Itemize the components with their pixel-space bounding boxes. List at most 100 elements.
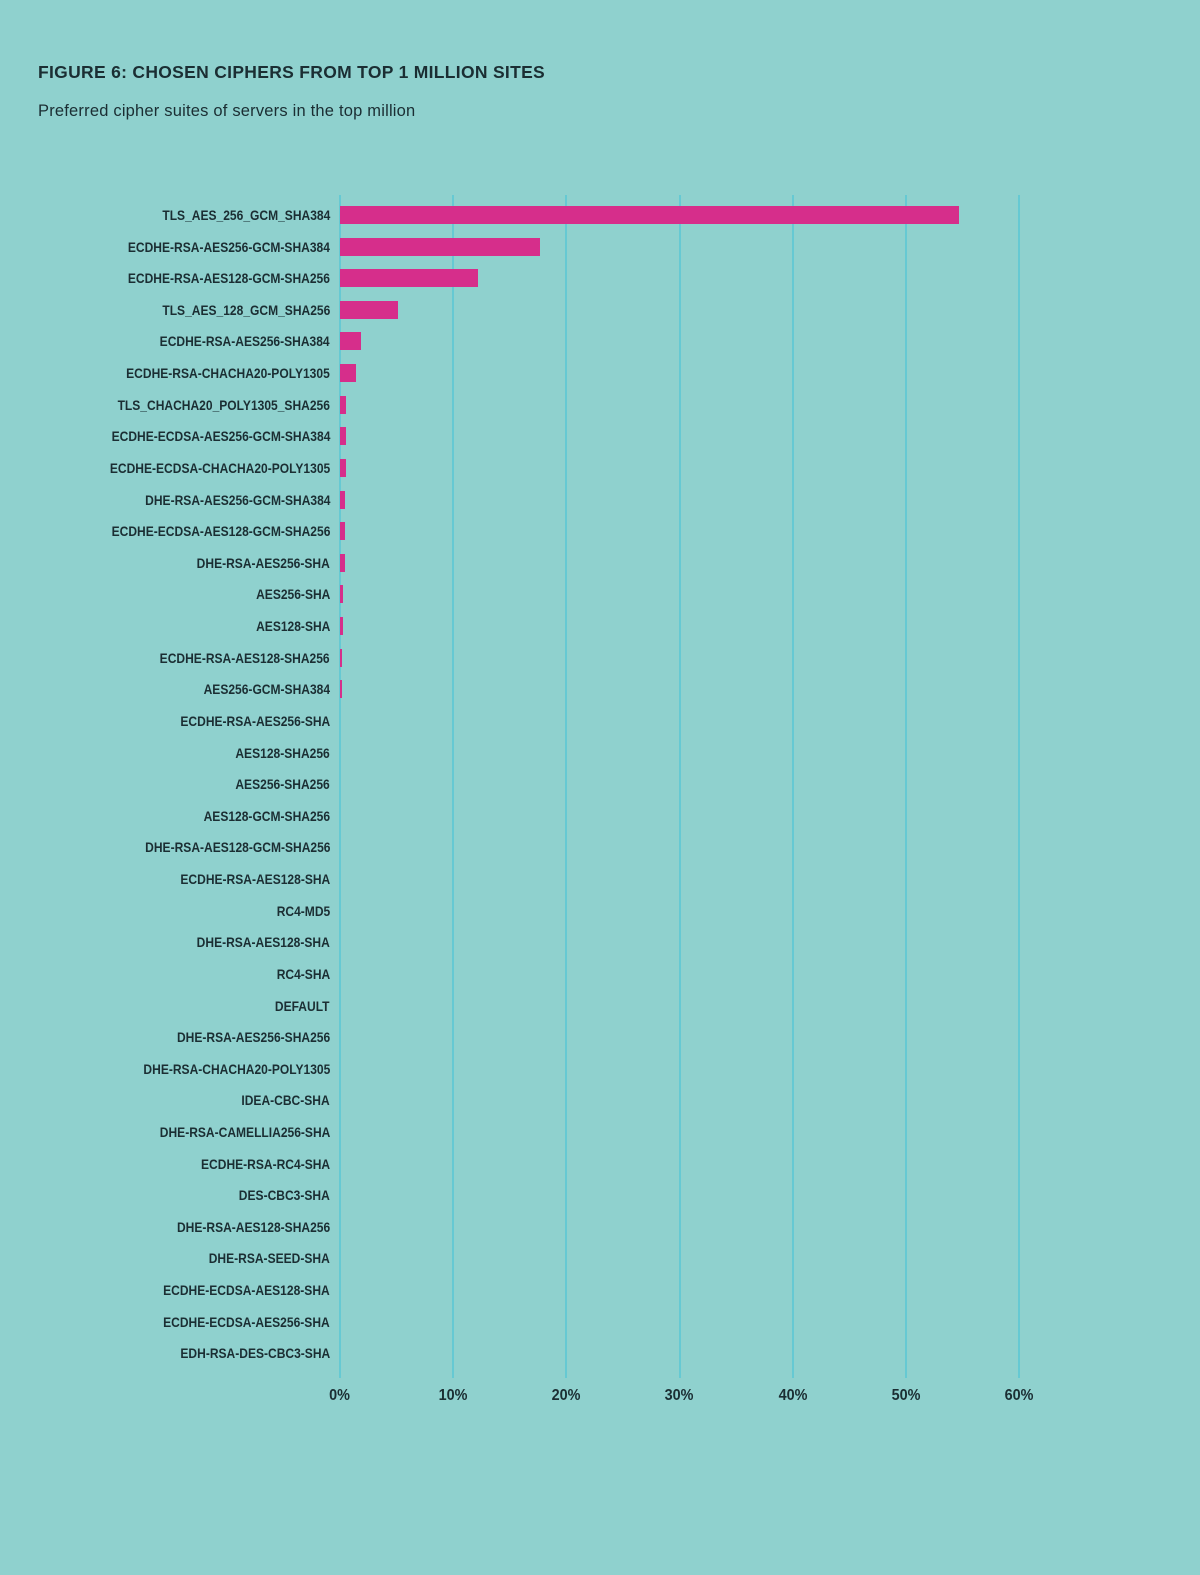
bar-row: ECDHE-ECDSA-AES128-GCM-SHA256 bbox=[0, 522, 1200, 541]
bar-row: ECDHE-RSA-AES128-GCM-SHA256 bbox=[0, 269, 1200, 288]
bar-label: DHE-RSA-AES256-SHA256 bbox=[176, 1029, 330, 1046]
bar-row: AES128-GCM-SHA256 bbox=[0, 807, 1200, 825]
bar-row: ECDHE-ECDSA-AES256-SHA bbox=[0, 1313, 1200, 1331]
bar-row: AES128-SHA256 bbox=[0, 744, 1200, 762]
bar-row: DHE-RSA-AES128-GCM-SHA256 bbox=[0, 838, 1200, 856]
bar bbox=[340, 553, 345, 572]
bar-row: ECDHE-RSA-AES128-SHA256 bbox=[0, 648, 1200, 667]
bar-label: DHE-RSA-AES256-SHA bbox=[196, 554, 330, 571]
bar-row: DHE-RSA-AES128-SHA256 bbox=[0, 1218, 1200, 1236]
bar bbox=[340, 522, 345, 541]
bar-label: AES128-SHA256 bbox=[235, 744, 330, 761]
bar-row: DHE-RSA-CAMELLIA256-SHA bbox=[0, 1123, 1200, 1141]
bar-label: DHE-RSA-AES128-SHA256 bbox=[176, 1218, 330, 1235]
x-tick-label: 40% bbox=[778, 1387, 808, 1404]
bar-label: DES-CBC3-SHA bbox=[239, 1187, 330, 1204]
cipher-bar-chart: 0% 10% 20% 30% 40% 50% 60% TLS_AES_256_GCM_SHA3… bbox=[0, 195, 1200, 1425]
bar-label: TLS_AES_128_GCM_SHA256 bbox=[162, 301, 330, 318]
bar-row: ECDHE-RSA-AES128-SHA bbox=[0, 870, 1200, 888]
bar bbox=[340, 458, 346, 477]
gridline bbox=[791, 195, 794, 1378]
bar-row: DHE-RSA-AES128-SHA bbox=[0, 933, 1200, 951]
bar-row: ECDHE-RSA-RC4-SHA bbox=[0, 1155, 1200, 1173]
bar bbox=[340, 206, 960, 224]
x-tick-label: 10% bbox=[438, 1387, 468, 1404]
bar-row: RC4-SHA bbox=[0, 965, 1200, 983]
bar-row: DHE-RSA-CHACHA20-POLY1305 bbox=[0, 1060, 1200, 1078]
bar-label: ECDHE-RSA-AES128-SHA256 bbox=[160, 649, 330, 666]
gridline bbox=[565, 195, 568, 1378]
gridline bbox=[678, 195, 681, 1378]
bar-row: AES128-SHA bbox=[0, 617, 1200, 636]
bar-row: TLS_CHACHA20_POLY1305_SHA256 bbox=[0, 395, 1200, 414]
x-tick-label: 50% bbox=[891, 1387, 921, 1404]
bar-label: ECDHE-RSA-AES256-SHA bbox=[180, 712, 330, 729]
bar-label: ECDHE-RSA-RC4-SHA bbox=[200, 1155, 330, 1172]
bar bbox=[340, 237, 541, 256]
bar-label: RC4-SHA bbox=[276, 965, 330, 982]
bar-label: ECDHE-ECDSA-AES256-SHA bbox=[163, 1313, 330, 1330]
bar-label: DHE-RSA-AES128-GCM-SHA256 bbox=[144, 839, 330, 856]
bar-label: DEFAULT bbox=[275, 997, 330, 1014]
bar-label: AES256-SHA bbox=[255, 586, 330, 603]
bar-label: ECDHE-RSA-AES128-SHA bbox=[180, 871, 330, 888]
bar-label: TLS_CHACHA20_POLY1305_SHA256 bbox=[117, 396, 330, 413]
bar bbox=[340, 648, 343, 667]
bar-label: ECDHE-RSA-AES128-GCM-SHA256 bbox=[127, 270, 330, 287]
bar-row: IDEA-CBC-SHA bbox=[0, 1091, 1200, 1109]
bar bbox=[340, 269, 479, 288]
bar bbox=[340, 585, 343, 604]
bar-label: AES256-SHA256 bbox=[235, 776, 330, 793]
bar-row: ECDHE-ECDSA-CHACHA20-POLY1305 bbox=[0, 458, 1200, 477]
bar-label: DHE-RSA-AES128-SHA bbox=[196, 934, 330, 951]
bar-row: DHE-RSA-AES256-SHA bbox=[0, 553, 1200, 572]
gridline bbox=[904, 195, 907, 1378]
gridline bbox=[339, 195, 341, 1378]
bar-label: ECDHE-ECDSA-AES256-GCM-SHA384 bbox=[111, 428, 330, 445]
bar-label: ECDHE-RSA-AES256-GCM-SHA384 bbox=[127, 238, 330, 255]
bar-row: ECDHE-RSA-AES256-SHA384 bbox=[0, 332, 1200, 351]
bar bbox=[340, 364, 356, 383]
bar-row: ECDHE-RSA-AES256-GCM-SHA384 bbox=[0, 237, 1200, 256]
bar-row: DHE-RSA-SEED-SHA bbox=[0, 1249, 1200, 1267]
bar-row: ECDHE-RSA-AES256-SHA bbox=[0, 712, 1200, 730]
gridline bbox=[1018, 195, 1021, 1378]
bar-label: ECDHE-RSA-CHACHA20-POLY1305 bbox=[126, 365, 330, 382]
x-tick-label: 20% bbox=[551, 1387, 581, 1404]
bar-label: TLS_AES_256_GCM_SHA384 bbox=[162, 207, 330, 223]
figure-subtitle: Preferred cipher suites of servers in th… bbox=[38, 102, 416, 120]
bar bbox=[340, 427, 346, 446]
bar bbox=[340, 332, 361, 351]
x-tick-label: 0% bbox=[329, 1387, 351, 1404]
bar-label: IDEA-CBC-SHA bbox=[241, 1092, 330, 1109]
bar-label: DHE-RSA-SEED-SHA bbox=[208, 1250, 330, 1267]
x-tick-label: 60% bbox=[1004, 1387, 1034, 1404]
x-tick-label: 30% bbox=[665, 1387, 694, 1404]
bar-label: ECDHE-ECDSA-CHACHA20-POLY1305 bbox=[109, 459, 330, 476]
bar-label: AES256-GCM-SHA384 bbox=[203, 681, 330, 698]
bar-row: TLS_AES_256_GCM_SHA384 bbox=[0, 206, 1200, 224]
bar-label: DHE-RSA-CHACHA20-POLY1305 bbox=[143, 1060, 330, 1077]
bar-row: RC4-MD5 bbox=[0, 902, 1200, 920]
bar-row: AES256-SHA bbox=[0, 585, 1200, 604]
bar-row: ECDHE-RSA-CHACHA20-POLY1305 bbox=[0, 364, 1200, 383]
bar-row: DES-CBC3-SHA bbox=[0, 1186, 1200, 1204]
gridline bbox=[452, 195, 455, 1378]
figure-title: FIGURE 6: CHOSEN CIPHERS FROM TOP 1 MILL… bbox=[38, 62, 546, 82]
bar-label: EDH-RSA-DES-CBC3-SHA bbox=[180, 1345, 330, 1362]
bar bbox=[340, 395, 347, 414]
bar bbox=[340, 680, 342, 699]
bar-label: ECDHE-RSA-AES256-SHA384 bbox=[160, 333, 330, 350]
bar-row: DHE-RSA-AES256-GCM-SHA384 bbox=[0, 490, 1200, 509]
bar-label: ECDHE-ECDSA-AES128-GCM-SHA256 bbox=[111, 523, 330, 540]
bar-label: DHE-RSA-CAMELLIA256-SHA bbox=[159, 1123, 330, 1140]
bar-label: AES128-SHA bbox=[255, 618, 330, 635]
bar-row: ECDHE-ECDSA-AES128-SHA bbox=[0, 1281, 1200, 1299]
bar-row: DHE-RSA-AES256-SHA256 bbox=[0, 1028, 1200, 1046]
bar-row: DEFAULT bbox=[0, 997, 1200, 1015]
bar-row: ECDHE-ECDSA-AES256-GCM-SHA384 bbox=[0, 427, 1200, 446]
bar-row: AES256-SHA256 bbox=[0, 775, 1200, 793]
bar-label: DHE-RSA-AES256-GCM-SHA384 bbox=[144, 491, 330, 508]
bar bbox=[340, 490, 346, 509]
bar bbox=[340, 617, 343, 636]
